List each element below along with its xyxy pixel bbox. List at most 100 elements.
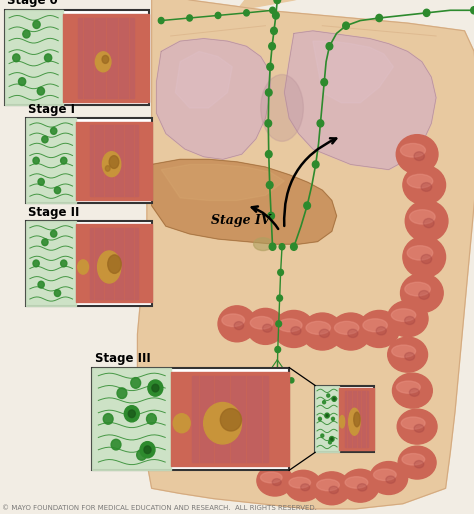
Ellipse shape <box>329 486 338 493</box>
Ellipse shape <box>388 337 428 372</box>
Circle shape <box>274 0 281 4</box>
Ellipse shape <box>348 329 358 338</box>
Ellipse shape <box>386 476 395 483</box>
Bar <box>5 10 149 105</box>
Circle shape <box>37 87 45 95</box>
Ellipse shape <box>108 255 121 273</box>
Ellipse shape <box>397 409 437 444</box>
Ellipse shape <box>285 470 321 501</box>
Ellipse shape <box>273 310 314 347</box>
Circle shape <box>331 438 333 440</box>
Circle shape <box>128 410 135 417</box>
Circle shape <box>376 14 383 22</box>
Circle shape <box>158 17 164 24</box>
Circle shape <box>275 346 281 353</box>
Ellipse shape <box>301 484 310 491</box>
Ellipse shape <box>261 75 303 141</box>
Polygon shape <box>137 0 474 509</box>
Bar <box>26 221 152 306</box>
Polygon shape <box>237 0 322 10</box>
Circle shape <box>317 120 324 127</box>
Ellipse shape <box>222 314 245 326</box>
Circle shape <box>42 136 48 143</box>
Ellipse shape <box>387 301 428 337</box>
Circle shape <box>38 281 44 288</box>
Ellipse shape <box>319 329 329 338</box>
Circle shape <box>137 450 146 460</box>
Circle shape <box>244 10 249 16</box>
Circle shape <box>289 378 294 383</box>
Circle shape <box>265 120 272 127</box>
Ellipse shape <box>246 308 284 344</box>
Ellipse shape <box>407 174 433 188</box>
Circle shape <box>276 321 282 327</box>
Ellipse shape <box>370 462 408 494</box>
Ellipse shape <box>396 135 438 174</box>
Ellipse shape <box>396 381 420 393</box>
Polygon shape <box>152 159 337 244</box>
Ellipse shape <box>289 477 310 488</box>
Ellipse shape <box>261 472 282 483</box>
Ellipse shape <box>313 472 351 505</box>
Circle shape <box>140 442 155 458</box>
Circle shape <box>146 414 156 424</box>
Ellipse shape <box>105 166 110 171</box>
Ellipse shape <box>405 317 415 324</box>
Circle shape <box>51 230 57 237</box>
Circle shape <box>265 89 272 96</box>
Polygon shape <box>26 221 76 306</box>
Circle shape <box>328 440 331 444</box>
Ellipse shape <box>220 409 241 431</box>
Ellipse shape <box>392 373 432 408</box>
Ellipse shape <box>392 345 416 357</box>
Ellipse shape <box>407 246 433 260</box>
Ellipse shape <box>291 327 301 335</box>
Circle shape <box>148 380 163 396</box>
Circle shape <box>471 7 474 14</box>
Circle shape <box>329 436 334 442</box>
Circle shape <box>273 12 279 19</box>
Text: © MAYO FOUNDATION FOR MEDICAL EDUCATION AND RESEARCH.  ALL RIGHTS RESERVED.: © MAYO FOUNDATION FOR MEDICAL EDUCATION … <box>2 505 317 511</box>
Ellipse shape <box>401 417 425 429</box>
Circle shape <box>279 244 285 250</box>
Polygon shape <box>5 10 63 105</box>
Circle shape <box>275 393 280 398</box>
Ellipse shape <box>109 156 119 169</box>
Ellipse shape <box>363 319 387 332</box>
Circle shape <box>23 30 30 38</box>
Ellipse shape <box>204 402 241 444</box>
Circle shape <box>277 295 283 301</box>
Circle shape <box>144 446 151 453</box>
Circle shape <box>333 398 335 400</box>
Circle shape <box>103 414 113 424</box>
Ellipse shape <box>345 476 368 488</box>
Polygon shape <box>339 388 374 450</box>
Ellipse shape <box>78 260 89 274</box>
Circle shape <box>111 439 121 450</box>
Polygon shape <box>284 31 436 170</box>
Circle shape <box>33 260 39 267</box>
Ellipse shape <box>414 461 424 468</box>
Ellipse shape <box>349 408 360 435</box>
Circle shape <box>42 239 48 246</box>
Ellipse shape <box>335 321 359 334</box>
Circle shape <box>319 417 321 420</box>
Circle shape <box>55 187 61 194</box>
Ellipse shape <box>272 479 281 486</box>
Circle shape <box>269 43 275 50</box>
Circle shape <box>321 434 324 437</box>
Circle shape <box>131 378 141 388</box>
Polygon shape <box>161 164 284 200</box>
Ellipse shape <box>218 306 256 342</box>
Circle shape <box>312 161 319 168</box>
Circle shape <box>343 22 349 29</box>
Text: Stage I: Stage I <box>28 103 75 116</box>
Circle shape <box>261 378 265 383</box>
Ellipse shape <box>405 353 415 360</box>
Ellipse shape <box>401 143 426 157</box>
Ellipse shape <box>302 313 343 350</box>
Circle shape <box>323 400 326 404</box>
Ellipse shape <box>414 425 424 432</box>
Circle shape <box>274 372 280 378</box>
Polygon shape <box>78 18 134 98</box>
